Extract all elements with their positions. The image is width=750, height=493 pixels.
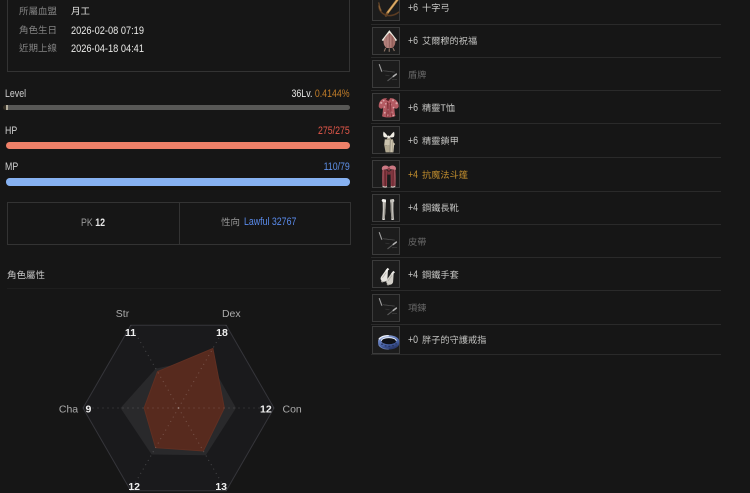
svg-text:18: 18 [216,327,228,339]
svg-text:9: 9 [85,404,91,416]
svg-text:13: 13 [215,481,227,493]
svg-text:Str: Str [116,308,130,320]
svg-text:Dex: Dex [222,308,241,320]
svg-text:11: 11 [125,327,136,339]
svg-text:Con: Con [283,404,302,416]
svg-text:Cha: Cha [59,404,78,416]
svg-text:12: 12 [128,481,140,493]
svg-text:12: 12 [260,404,272,416]
